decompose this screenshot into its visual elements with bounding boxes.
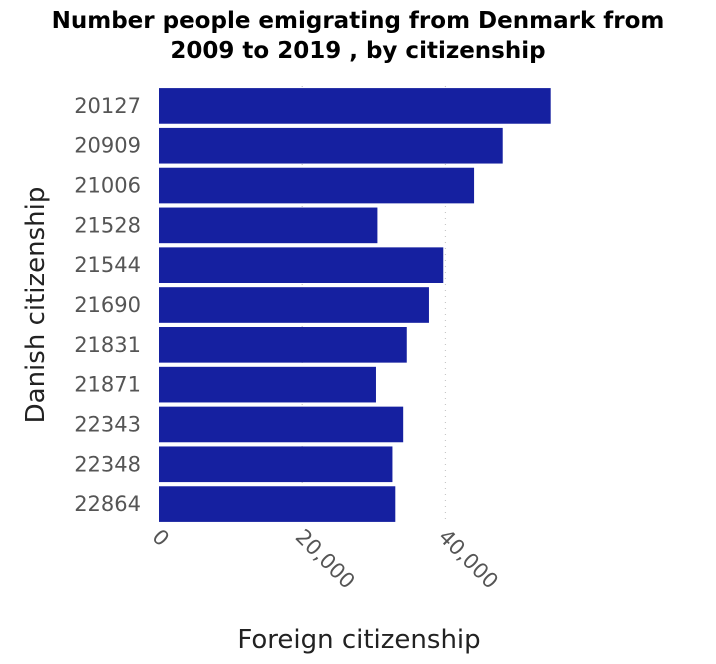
bars bbox=[159, 88, 551, 522]
bar-21544 bbox=[159, 247, 444, 284]
y-tick-label-22348: 22348 bbox=[74, 452, 141, 476]
x-axis-label: Foreign citizenship bbox=[237, 625, 480, 655]
bar-20909 bbox=[159, 127, 503, 164]
bar-22864 bbox=[159, 486, 396, 522]
chart-title-line-2: 2009 to 2019 , by citizenship bbox=[170, 38, 545, 64]
bar-22343 bbox=[159, 406, 404, 443]
y-tick-label-21871: 21871 bbox=[74, 373, 141, 397]
x-tick-labels: 0 20,000 40,000 bbox=[147, 525, 502, 594]
y-tick-label-21831: 21831 bbox=[74, 333, 141, 357]
y-axis-label: Danish citizenship bbox=[21, 187, 51, 424]
y-tick-label-21528: 21528 bbox=[74, 213, 141, 237]
y-tick-label-21544: 21544 bbox=[74, 253, 141, 277]
x-tick-label-2: 40,000 bbox=[434, 525, 503, 594]
bar-22348 bbox=[159, 446, 393, 483]
y-tick-label-20127: 20127 bbox=[74, 94, 141, 118]
y-tick-labels: 20127 20909 21006 21528 21544 21690 21831 21871… bbox=[74, 94, 141, 516]
bar-21006 bbox=[159, 167, 475, 204]
y-tick-label-21690: 21690 bbox=[74, 293, 141, 317]
bar-21871 bbox=[159, 366, 376, 403]
y-tick-label-21006: 21006 bbox=[74, 174, 141, 198]
y-tick-label-20909: 20909 bbox=[74, 134, 141, 158]
bar-21690 bbox=[159, 287, 429, 323]
x-tick-label-1: 20,000 bbox=[291, 525, 360, 594]
bar-21831 bbox=[159, 326, 407, 363]
x-tick-label-0: 0 bbox=[147, 525, 173, 551]
bar-20127 bbox=[159, 88, 551, 124]
y-tick-label-22864: 22864 bbox=[74, 492, 141, 516]
y-tick-label-22343: 22343 bbox=[74, 412, 141, 436]
chart-title-line-1: Number people emigrating from Denmark fr… bbox=[52, 8, 665, 34]
bar-21528 bbox=[159, 207, 378, 244]
